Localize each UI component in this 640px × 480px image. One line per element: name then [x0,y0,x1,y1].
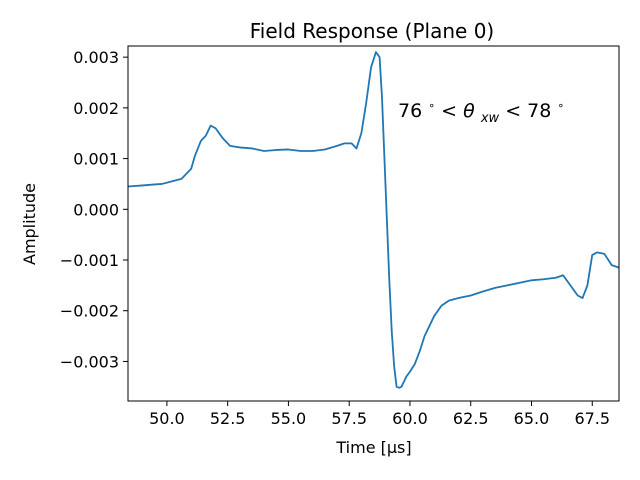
y-tick-label: 0.000 [73,200,119,219]
theta-range-annotation: 76 ∘ < θ xw < 78 ∘ [398,92,564,127]
y-tick-label: −0.002 [60,302,119,321]
x-tick-label: 57.5 [331,409,367,428]
y-tick-label: −0.003 [60,352,119,371]
y-tick-label: 0.001 [73,150,119,169]
x-axis-label: Time [μs] [335,438,411,457]
plot-frame [127,45,620,402]
y-tick-label: 0.003 [73,48,119,67]
x-tick-label: 67.5 [574,409,610,428]
annotation-lower-value: 76 [398,100,422,122]
annotation-upper-value: < 78 [505,100,551,122]
series-line [128,51,619,389]
annotation-subscript: xw [480,111,500,126]
x-axis-ticks: 50.0 52.5 55.0 57.5 60.0 62.5 65.0 67.5 [149,401,610,428]
annotation-degree-2: ∘ [557,99,564,112]
x-tick-label: 50.0 [149,409,185,428]
x-tick-label: 65.0 [514,409,550,428]
y-axis-ticks: −0.003 −0.002 −0.001 0.000 0.001 0.002 0.003 [60,48,128,371]
x-tick-label: 62.5 [453,409,489,428]
chart-title: Field Response (Plane 0) [250,19,494,43]
x-tick-label: 52.5 [210,409,246,428]
y-tick-label: −0.001 [60,251,119,270]
x-tick-label: 55.0 [271,409,307,428]
y-tick-label: 0.002 [73,99,119,118]
annotation-theta: θ [463,100,475,122]
annotation-lt-1: < [441,100,463,122]
annotation-degree-1: ∘ [428,99,435,112]
x-tick-label: 60.0 [392,409,428,428]
y-axis-label: Amplitude [20,183,39,265]
